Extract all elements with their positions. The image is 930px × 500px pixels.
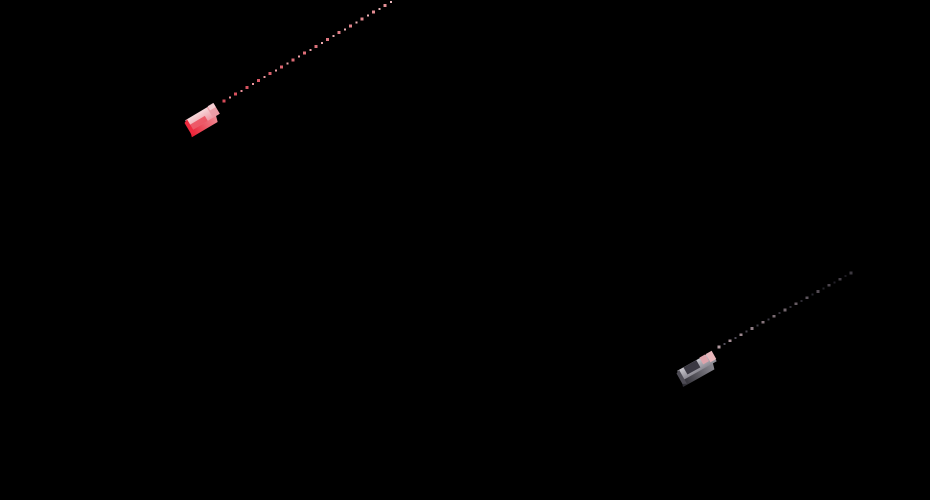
trajectory-dot — [745, 330, 748, 333]
trajectory-dot — [263, 76, 266, 79]
red-ship-trajectory — [222, 1, 392, 103]
red-ship-hull-side — [190, 114, 218, 138]
trajectory-dot — [849, 271, 853, 275]
trajectory-dot — [274, 69, 277, 72]
trajectory-dot — [378, 7, 381, 10]
gray-ship-marking — [699, 354, 709, 365]
trajectory-dot — [332, 35, 335, 38]
trajectory-dot — [291, 58, 295, 62]
trajectory-dot — [234, 92, 237, 96]
trajectory-dot — [794, 302, 798, 306]
trajectory-dot — [268, 72, 272, 76]
trajectory-dot — [772, 314, 776, 318]
trajectory-dot — [355, 21, 358, 24]
trajectory-dot — [778, 312, 781, 315]
gray-ship-marking — [705, 350, 717, 363]
trajectory-dot — [390, 1, 392, 3]
gray-ship-hull-side — [681, 362, 715, 388]
gray-ship-rear-cap — [676, 369, 687, 384]
trajectory-dot — [827, 284, 831, 287]
red-ship-rear-cap — [184, 119, 196, 135]
trajectory-dot — [314, 44, 318, 48]
trajectory-dot — [761, 321, 765, 324]
trajectory-dot — [240, 89, 243, 92]
trajectory-dot — [767, 318, 770, 321]
trajectory-dot — [303, 51, 307, 55]
trajectory-dot — [360, 17, 364, 21]
trajectory-dot — [228, 96, 231, 99]
trajectory-dot — [251, 82, 254, 85]
trajectory-dot — [783, 308, 787, 312]
trajectory-dot — [309, 48, 312, 51]
gray-ship-trajectory — [717, 271, 853, 349]
trajectory-dot — [805, 296, 809, 299]
trajectory-dot — [372, 10, 376, 14]
trajectory-dot — [337, 31, 341, 35]
trajectory-dot — [723, 342, 726, 345]
gray-ship-marking — [683, 360, 701, 375]
trajectory-dot — [297, 55, 300, 58]
trajectory-dot — [343, 28, 346, 31]
trajectory-dot — [739, 333, 743, 336]
trajectory-dot — [756, 324, 759, 327]
trajectory-dot — [816, 290, 820, 293]
red-ship-marking — [207, 102, 216, 111]
trajectory-dot — [326, 38, 330, 42]
trajectory-dot — [349, 24, 353, 28]
trajectory-dot — [800, 299, 803, 302]
red-ship[interactable] — [182, 102, 222, 138]
gray-ship[interactable] — [674, 350, 720, 388]
trajectory-dot — [750, 327, 754, 330]
trajectory-dot — [717, 345, 721, 349]
trajectory-dot — [811, 293, 814, 296]
trajectory-dot — [838, 277, 842, 281]
red-ship-marking — [188, 115, 208, 131]
trajectory-dot — [320, 42, 323, 44]
trajectory-dot — [383, 3, 387, 7]
trajectory-dot — [280, 65, 284, 69]
trajectory-dot — [367, 14, 369, 17]
trajectory-dot — [789, 305, 792, 308]
trajectory-dot — [844, 275, 847, 278]
trajectory-dot — [245, 85, 249, 89]
trajectory-dot — [833, 281, 836, 284]
trajectory-dot — [734, 336, 737, 339]
trajectory-dot — [286, 62, 289, 65]
trajectory-dot — [822, 287, 825, 290]
trajectory-dot — [728, 339, 732, 343]
trajectory-dot — [222, 99, 226, 103]
trajectory-dot — [257, 79, 261, 82]
